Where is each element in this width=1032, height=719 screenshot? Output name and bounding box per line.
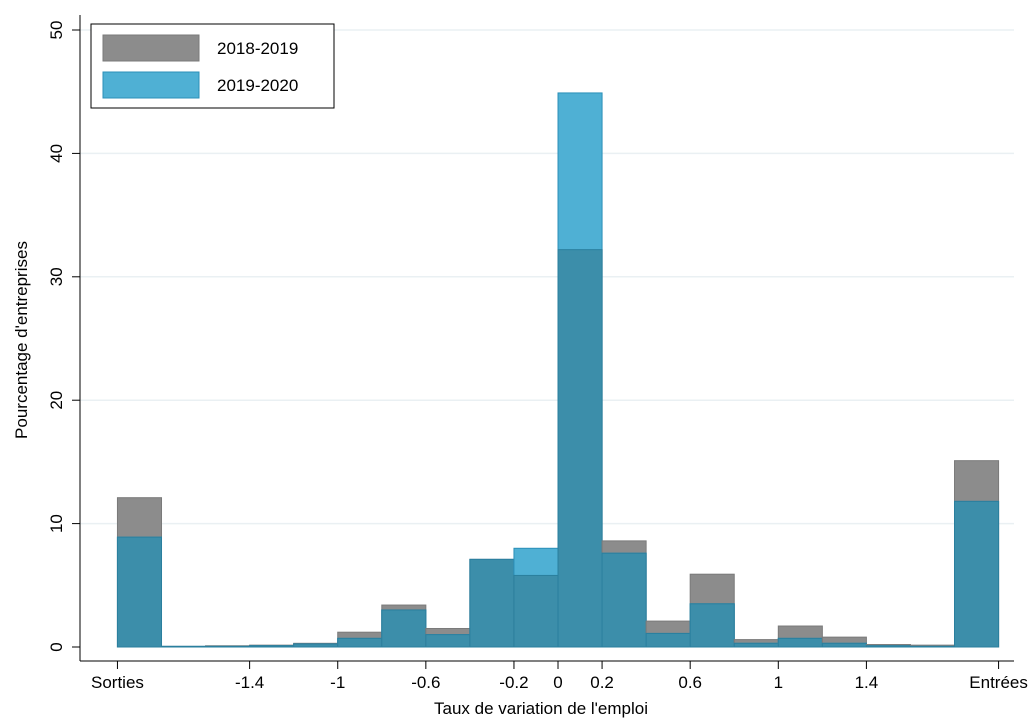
y-tick-label-10: 10 — [47, 514, 66, 533]
bar-overlap-7 — [426, 635, 470, 647]
bar-overlap-8 — [470, 559, 514, 647]
bar-overlap-9 — [514, 575, 558, 647]
x-tick-label-0.2: 0.2 — [590, 673, 614, 692]
legend-swatch-2018-2019 — [103, 35, 199, 61]
x-tick-label-Entrées: Entrées — [969, 673, 1028, 692]
x-axis-title: Taux de variation de l'emploi — [434, 699, 648, 718]
legend-swatch-2019-2020 — [103, 72, 199, 98]
y-tick-label-30: 30 — [47, 267, 66, 286]
x-tick-label--0.6: -0.6 — [411, 673, 440, 692]
bar-overlap-10 — [558, 250, 602, 647]
bar-overlap-11 — [602, 553, 646, 647]
x-tick-label-Sorties: Sorties — [91, 673, 144, 692]
y-tick-label-20: 20 — [47, 391, 66, 410]
y-tick-label-50: 50 — [47, 21, 66, 40]
y-tick-label-0: 0 — [47, 642, 66, 651]
bar-overlap-1 — [162, 646, 206, 647]
bar-overlap-13 — [690, 604, 734, 647]
x-tick-label--1.4: -1.4 — [235, 673, 264, 692]
bar-overlap-16 — [822, 643, 866, 647]
legend-label-2018-2019: 2018-2019 — [217, 39, 298, 58]
bar-overlap-6 — [382, 610, 426, 647]
bar-overlap-18 — [910, 646, 954, 647]
bar-overlap-0 — [117, 537, 161, 647]
legend-label-2019-2020: 2019-2020 — [217, 76, 298, 95]
bar-overlap-15 — [778, 638, 822, 647]
bar-overlap-2 — [206, 646, 250, 647]
bar-overlap-4 — [294, 644, 338, 647]
x-tick-label--0.2: -0.2 — [499, 673, 528, 692]
bar-overlap-3 — [250, 646, 294, 647]
x-tick-label-1: 1 — [774, 673, 783, 692]
x-tick-label-0: 0 — [553, 673, 562, 692]
bar-overlap-5 — [338, 638, 382, 647]
bar-overlap-14 — [734, 643, 778, 647]
bar-overlap-19 — [955, 501, 999, 647]
bar-overlap-17 — [866, 646, 910, 647]
bar-overlap-12 — [646, 633, 690, 647]
x-tick-label-1.4: 1.4 — [855, 673, 879, 692]
x-tick-label-0.6: 0.6 — [678, 673, 702, 692]
x-tick-label--1: -1 — [330, 673, 345, 692]
y-axis-title: Pourcentage d'entreprises — [12, 241, 31, 439]
y-tick-label-40: 40 — [47, 144, 66, 163]
legend: 2018-2019 2019-2020 — [91, 24, 334, 108]
